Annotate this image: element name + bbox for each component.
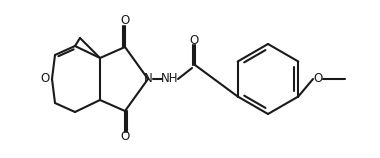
Text: O: O — [120, 15, 130, 27]
Text: O: O — [40, 73, 50, 85]
Text: O: O — [189, 33, 199, 46]
Text: N: N — [144, 73, 152, 85]
Text: NH: NH — [161, 73, 179, 85]
Text: O: O — [314, 73, 323, 85]
Text: O: O — [120, 131, 130, 143]
